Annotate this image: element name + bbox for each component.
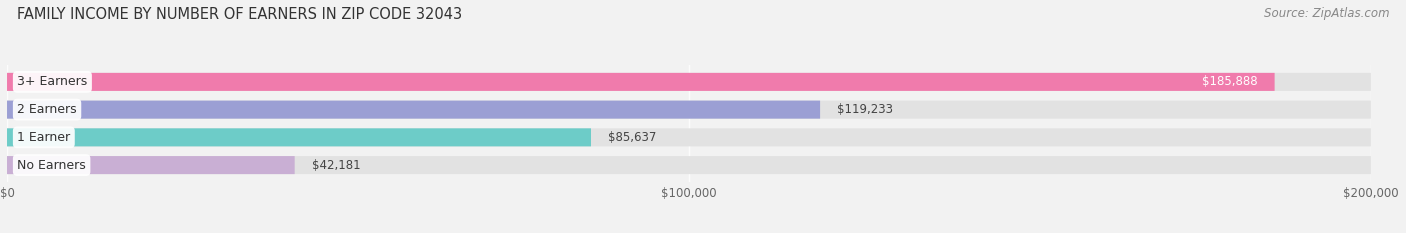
- Text: 1 Earner: 1 Earner: [17, 131, 70, 144]
- Text: $185,888: $185,888: [1202, 75, 1257, 88]
- Text: 2 Earners: 2 Earners: [17, 103, 77, 116]
- Text: $42,181: $42,181: [312, 159, 360, 171]
- Text: Source: ZipAtlas.com: Source: ZipAtlas.com: [1264, 7, 1389, 20]
- Text: $119,233: $119,233: [837, 103, 893, 116]
- Text: 3+ Earners: 3+ Earners: [17, 75, 87, 88]
- FancyBboxPatch shape: [7, 128, 1371, 146]
- FancyBboxPatch shape: [7, 73, 1275, 91]
- FancyBboxPatch shape: [7, 101, 1371, 119]
- Text: $85,637: $85,637: [607, 131, 657, 144]
- Text: FAMILY INCOME BY NUMBER OF EARNERS IN ZIP CODE 32043: FAMILY INCOME BY NUMBER OF EARNERS IN ZI…: [17, 7, 463, 22]
- FancyBboxPatch shape: [7, 73, 1371, 91]
- FancyBboxPatch shape: [7, 101, 820, 119]
- FancyBboxPatch shape: [7, 156, 1371, 174]
- FancyBboxPatch shape: [7, 128, 591, 146]
- FancyBboxPatch shape: [7, 156, 295, 174]
- Text: No Earners: No Earners: [17, 159, 86, 171]
